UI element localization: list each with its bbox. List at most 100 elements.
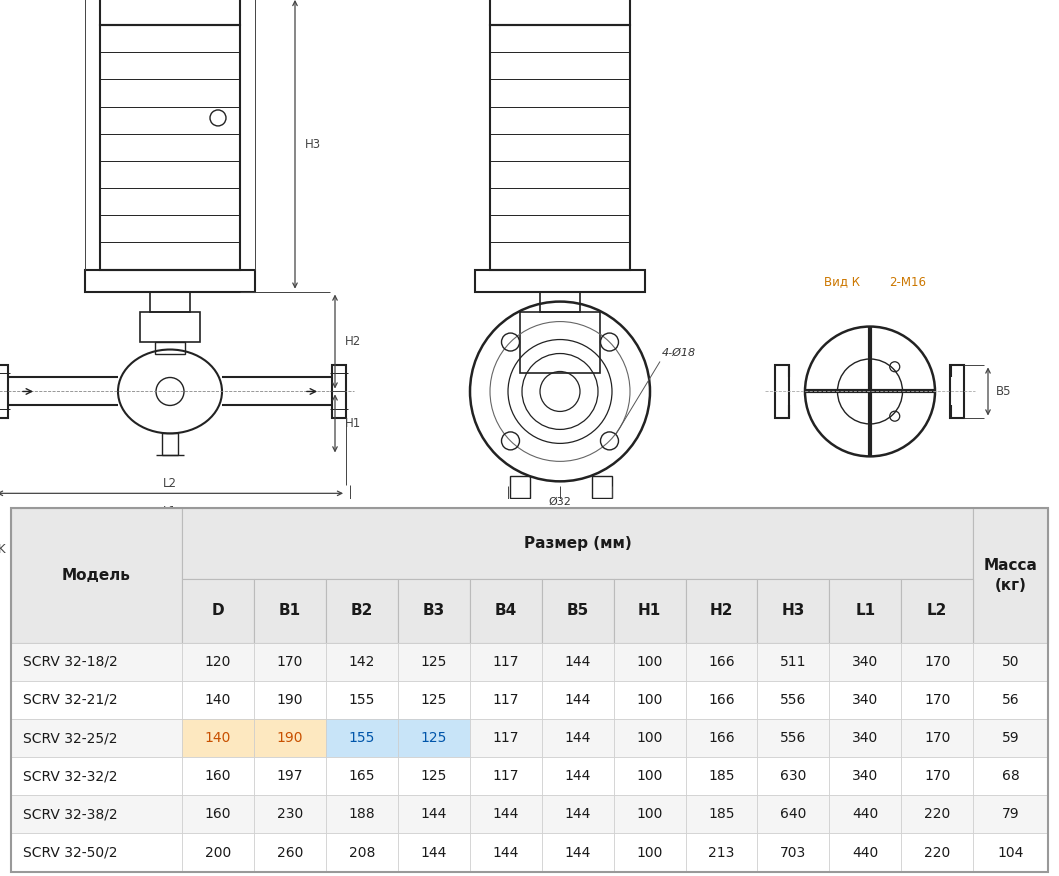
Bar xyxy=(470,795,541,833)
Bar xyxy=(541,795,613,833)
Bar xyxy=(613,719,685,757)
Bar xyxy=(0,364,8,419)
Bar xyxy=(973,757,1048,795)
Text: B5: B5 xyxy=(567,604,589,618)
Text: H1: H1 xyxy=(638,604,661,618)
Text: K: K xyxy=(0,543,5,556)
Text: Модель: Модель xyxy=(61,568,130,583)
Bar xyxy=(254,643,326,681)
Text: H2: H2 xyxy=(345,335,361,348)
Text: L2: L2 xyxy=(927,604,948,618)
Bar xyxy=(829,833,901,872)
Text: 4-Ø18: 4-Ø18 xyxy=(662,348,696,357)
Bar xyxy=(490,0,630,25)
Text: 117: 117 xyxy=(492,769,519,783)
Bar xyxy=(950,364,964,419)
Text: Размер (мм): Размер (мм) xyxy=(524,536,631,551)
Bar xyxy=(829,719,901,757)
Text: 160: 160 xyxy=(204,808,231,822)
Text: 100: 100 xyxy=(636,769,663,783)
Bar xyxy=(901,795,973,833)
Text: 2-М16: 2-М16 xyxy=(890,276,927,288)
Bar xyxy=(613,681,685,719)
Text: H3: H3 xyxy=(782,604,805,618)
Text: 166: 166 xyxy=(708,654,735,668)
Text: Вид К: Вид К xyxy=(824,276,860,288)
Text: 144: 144 xyxy=(492,808,519,822)
Text: 220: 220 xyxy=(925,808,950,822)
Bar xyxy=(182,757,254,795)
Text: 68: 68 xyxy=(1002,769,1020,783)
Bar xyxy=(475,270,645,292)
Bar xyxy=(613,757,685,795)
Text: 59: 59 xyxy=(1002,731,1020,745)
Bar xyxy=(254,579,326,643)
Text: 230: 230 xyxy=(276,808,303,822)
Text: B1: B1 xyxy=(279,604,301,618)
Bar xyxy=(155,342,185,354)
Bar xyxy=(182,719,254,757)
Text: 100: 100 xyxy=(636,693,663,707)
Text: 155: 155 xyxy=(348,731,375,745)
Bar xyxy=(100,25,240,270)
Text: B2: B2 xyxy=(351,604,373,618)
Bar xyxy=(829,795,901,833)
Bar xyxy=(11,757,182,795)
Text: 165: 165 xyxy=(348,769,375,783)
Bar xyxy=(85,270,255,292)
Bar xyxy=(182,508,973,579)
Bar xyxy=(398,681,470,719)
Text: 170: 170 xyxy=(925,654,950,668)
Bar xyxy=(150,292,190,312)
Text: L1: L1 xyxy=(163,505,177,518)
Text: 100: 100 xyxy=(636,731,663,745)
Text: Ø100: Ø100 xyxy=(545,536,575,547)
Bar xyxy=(757,643,829,681)
Text: 703: 703 xyxy=(780,845,807,859)
Text: 144: 144 xyxy=(492,845,519,859)
Text: 340: 340 xyxy=(852,731,878,745)
Text: 117: 117 xyxy=(492,693,519,707)
Text: 170: 170 xyxy=(925,731,950,745)
Bar xyxy=(182,579,254,643)
Text: 197: 197 xyxy=(276,769,303,783)
Text: SCRV 32-21/2: SCRV 32-21/2 xyxy=(23,693,118,707)
Bar xyxy=(254,795,326,833)
Text: B3: B3 xyxy=(526,577,542,590)
Bar xyxy=(162,434,178,456)
Bar xyxy=(775,364,789,419)
Bar xyxy=(541,579,613,643)
Text: 170: 170 xyxy=(276,654,303,668)
Text: H1: H1 xyxy=(345,417,361,430)
Text: 142: 142 xyxy=(348,654,375,668)
Bar xyxy=(326,681,398,719)
Text: H3: H3 xyxy=(305,138,321,151)
Text: L2: L2 xyxy=(163,477,177,490)
Text: 144: 144 xyxy=(564,654,591,668)
Text: 170: 170 xyxy=(925,769,950,783)
Text: SCRV 32-18/2: SCRV 32-18/2 xyxy=(23,654,118,668)
Bar xyxy=(757,795,829,833)
Bar xyxy=(541,681,613,719)
Bar xyxy=(613,833,685,872)
Text: 185: 185 xyxy=(708,808,735,822)
Text: 144: 144 xyxy=(564,769,591,783)
Bar xyxy=(398,795,470,833)
Bar xyxy=(333,364,346,419)
Text: 144: 144 xyxy=(420,845,447,859)
Text: B4: B4 xyxy=(578,577,594,590)
Bar xyxy=(685,579,757,643)
Bar xyxy=(140,312,200,342)
Bar xyxy=(541,719,613,757)
Bar xyxy=(829,681,901,719)
Bar xyxy=(757,719,829,757)
Bar xyxy=(326,833,398,872)
Bar xyxy=(901,681,973,719)
Bar xyxy=(510,477,530,498)
Bar xyxy=(901,579,973,643)
Bar xyxy=(901,757,973,795)
Text: 556: 556 xyxy=(780,693,807,707)
Text: 140: 140 xyxy=(204,693,231,707)
Text: 340: 340 xyxy=(852,654,878,668)
Bar xyxy=(11,643,182,681)
